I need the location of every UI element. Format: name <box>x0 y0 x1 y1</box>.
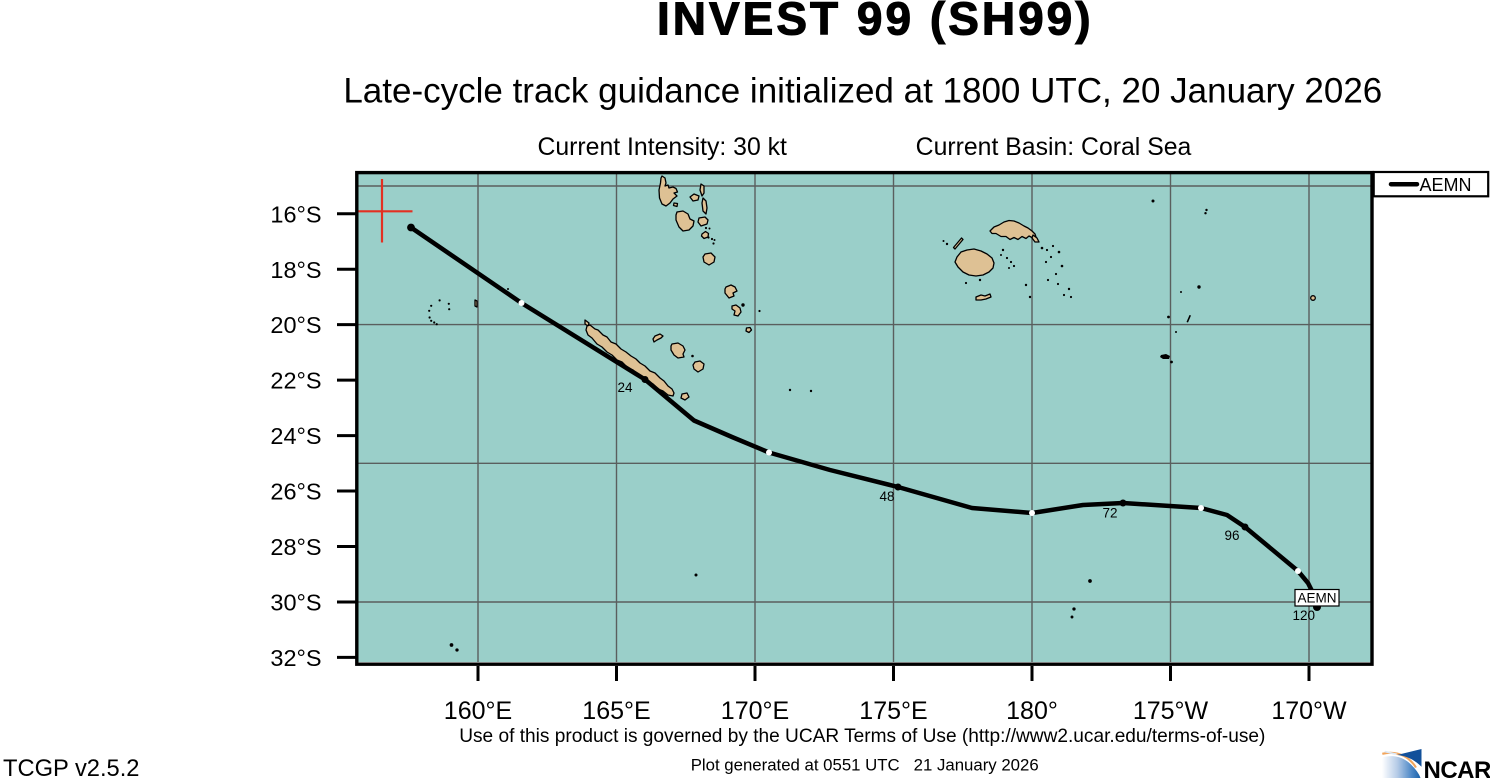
svg-text:AEMN: AEMN <box>1420 175 1472 195</box>
svg-text:165°E: 165°E <box>582 697 650 725</box>
svg-text:160°E: 160°E <box>444 697 512 725</box>
svg-text:96: 96 <box>1224 528 1239 543</box>
svg-text:120: 120 <box>1292 608 1315 623</box>
svg-text:20°S: 20°S <box>270 312 321 338</box>
svg-text:26°S: 26°S <box>270 479 321 505</box>
svg-text:Plot generated at 0551 UTC 2: Plot generated at 0551 UTC 21 January 20… <box>691 756 1039 775</box>
svg-text:175°E: 175°E <box>859 697 927 725</box>
svg-text:AEMN: AEMN <box>1297 591 1336 606</box>
svg-text:170°W: 170°W <box>1271 697 1347 725</box>
svg-text:Current Intensity: 30 kt: Current Intensity: 30 kt <box>537 134 787 161</box>
svg-text:32°S: 32°S <box>270 645 321 671</box>
svg-text:72: 72 <box>1102 505 1117 520</box>
svg-text:NCAR: NCAR <box>1424 757 1490 780</box>
svg-text:28°S: 28°S <box>270 534 321 560</box>
svg-text:180°: 180° <box>1006 697 1058 725</box>
svg-text:48: 48 <box>879 489 894 504</box>
svg-text:24°S: 24°S <box>270 423 321 449</box>
svg-text:170°E: 170°E <box>721 697 789 725</box>
svg-text:Current Basin: Coral Sea: Current Basin: Coral Sea <box>916 134 1192 161</box>
svg-text:18°S: 18°S <box>270 257 321 283</box>
svg-text:175°W: 175°W <box>1133 697 1209 725</box>
svg-text:Use of this product is governe: Use of this product is governed by the U… <box>459 726 1265 747</box>
svg-text:22°S: 22°S <box>270 368 321 394</box>
svg-text:24: 24 <box>617 380 633 395</box>
svg-text:TCGP v2.5.2: TCGP v2.5.2 <box>3 756 139 780</box>
svg-text:30°S: 30°S <box>270 590 321 616</box>
svg-text:INVEST 99 (SH99): INVEST 99 (SH99) <box>657 0 1094 45</box>
svg-text:Late-cycle track guidance init: Late-cycle track guidance initialized at… <box>343 72 1382 111</box>
svg-text:16°S: 16°S <box>270 201 321 227</box>
